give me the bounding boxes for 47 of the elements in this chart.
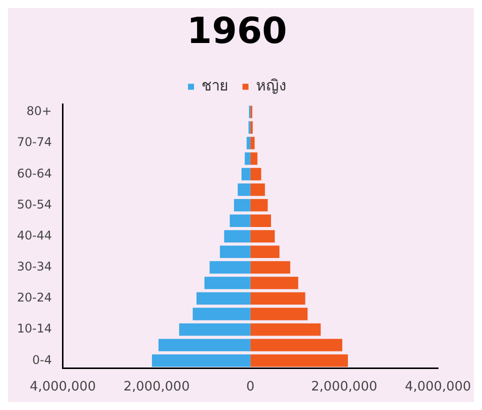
x-tick-label: 0 <box>246 380 255 395</box>
bar <box>230 214 250 227</box>
bar <box>250 276 298 290</box>
bar <box>250 308 308 320</box>
bar <box>210 261 250 274</box>
y-tick-label: 30-34 <box>16 260 52 274</box>
bar <box>250 292 306 305</box>
bar <box>246 136 250 150</box>
bar <box>250 168 262 180</box>
chart-title: 1960 <box>186 10 288 52</box>
bar <box>179 323 250 336</box>
bar <box>234 199 250 212</box>
legend-label: หญิง <box>256 76 286 95</box>
bar <box>244 152 250 165</box>
bar <box>152 354 250 367</box>
bar <box>250 183 265 196</box>
x-tick-label: 2,000,000 <box>311 380 378 395</box>
x-tick-label: 2,000,000 <box>124 380 190 395</box>
bar <box>158 338 250 352</box>
y-tick-label: 60-64 <box>16 166 52 180</box>
y-tick-label: 20-24 <box>16 290 52 305</box>
y-tick-label: 50-54 <box>16 197 52 212</box>
y-tick-label: 10-14 <box>16 322 52 336</box>
bar <box>241 168 250 180</box>
bar <box>250 338 342 352</box>
bar <box>250 199 268 212</box>
bar <box>250 214 272 227</box>
bar <box>220 246 250 258</box>
x-tick-label: 4,000,000 <box>404 380 472 395</box>
bar <box>250 152 258 165</box>
bar <box>238 183 250 196</box>
y-tick-label: 80+ <box>26 104 52 118</box>
bar <box>250 230 275 243</box>
bar <box>192 308 250 320</box>
y-tick-label: 40-44 <box>16 228 52 242</box>
bar <box>250 136 255 150</box>
bar <box>204 276 250 290</box>
bar <box>250 261 290 274</box>
legend-label: ชาย <box>202 76 228 95</box>
x-tick-label: 4,000,000 <box>30 380 96 395</box>
bar <box>196 292 250 305</box>
y-tick-label: 70-74 <box>16 135 52 150</box>
bar <box>224 230 250 243</box>
bar <box>250 323 321 336</box>
bar <box>250 246 280 258</box>
bar <box>250 354 348 367</box>
y-tick-label: 0-4 <box>32 352 52 367</box>
